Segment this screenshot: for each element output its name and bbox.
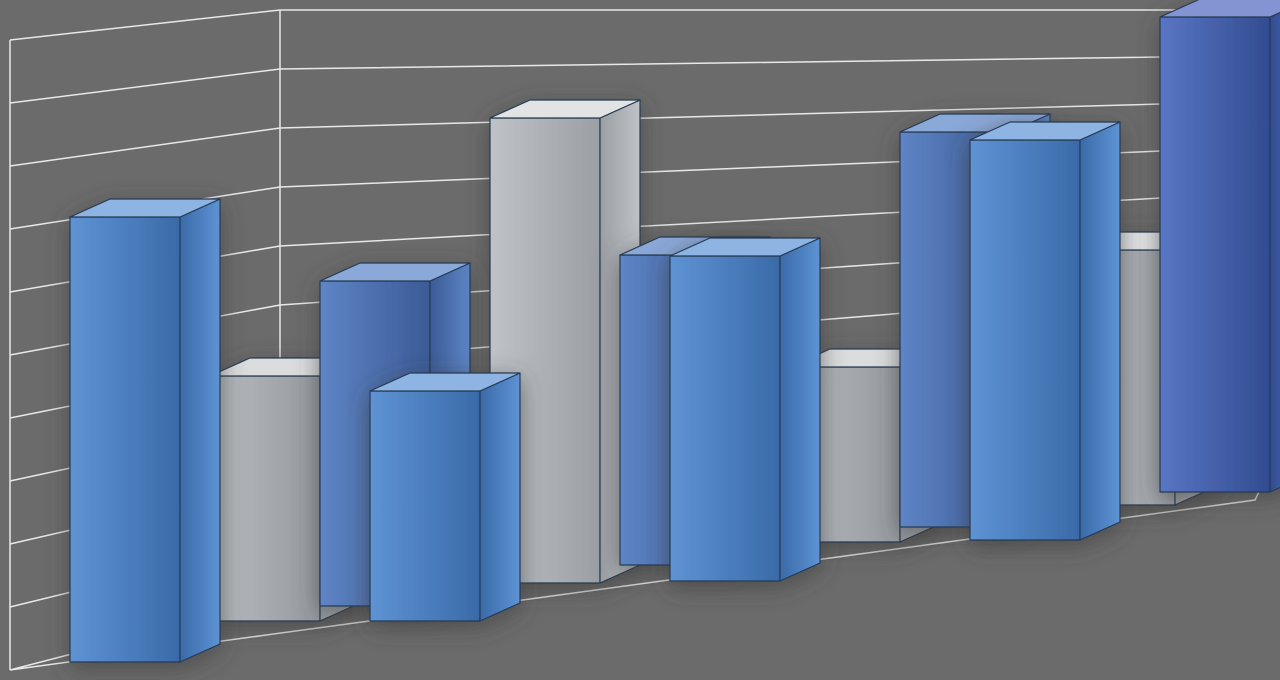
bar-back-7 — [1160, 0, 1280, 492]
bar-front-2 — [670, 238, 820, 581]
bar-front-1 — [370, 373, 520, 621]
bar-front-3 — [970, 122, 1120, 540]
bar-chart-3d — [0, 0, 1280, 680]
bar-front-0 — [70, 199, 220, 662]
